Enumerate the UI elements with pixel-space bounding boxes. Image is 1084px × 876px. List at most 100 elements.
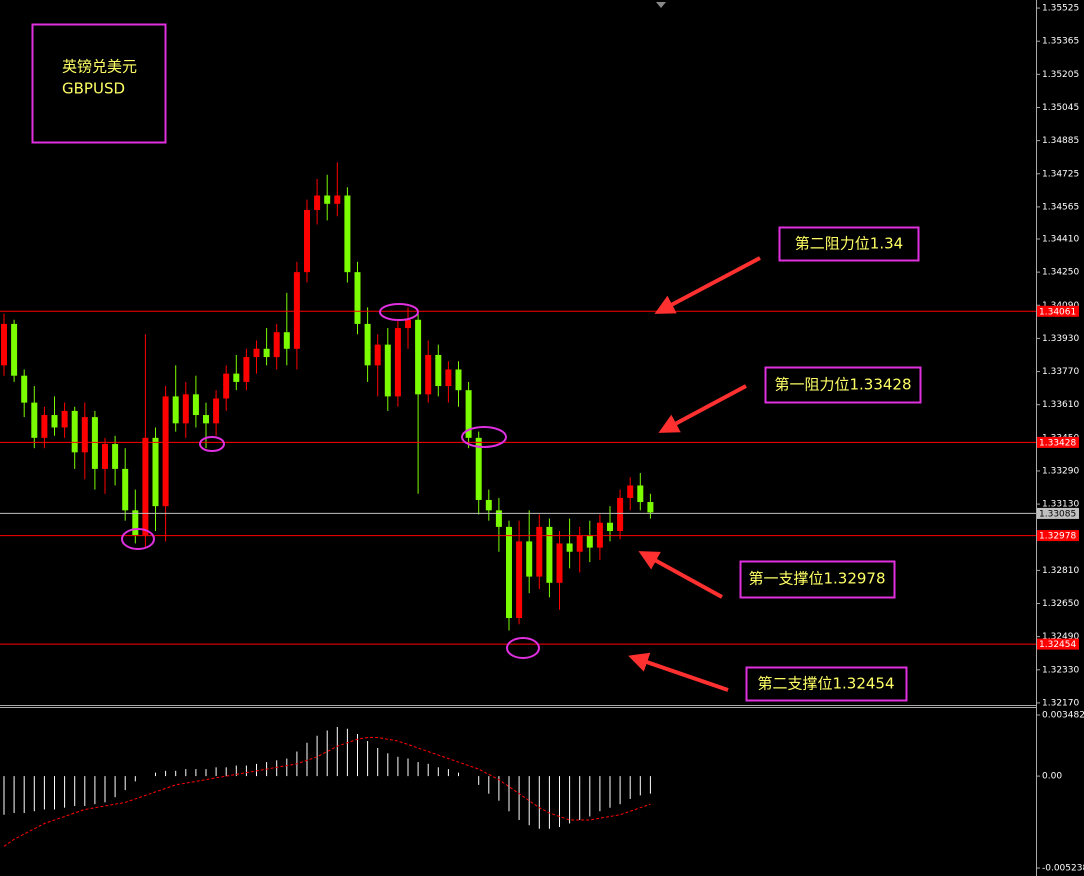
candle-body	[485, 499, 492, 511]
candle-body	[81, 417, 88, 453]
level-tag	[1037, 305, 1079, 317]
y-tick-label: 1.32170	[1042, 698, 1079, 708]
candle-body	[637, 485, 644, 503]
y-tick-label: 1.33130	[1042, 500, 1079, 510]
circle	[199, 436, 225, 452]
candle-body	[647, 502, 654, 513]
level-tag	[1037, 530, 1079, 542]
candle-body	[445, 369, 452, 387]
y-tick-label: 1.35045	[1042, 103, 1079, 113]
marks: 1.35525 1.35365 1.35205 1.35045 1.34885 1.347…	[0, 4, 1084, 874]
candle-body	[31, 402, 38, 438]
circle	[506, 637, 540, 659]
annotation: 第二支撑位1.32454	[757, 675, 894, 693]
chart-subtitle: GBPUSD	[62, 80, 125, 98]
candle-body	[112, 444, 119, 469]
candle-body	[425, 354, 432, 395]
candle-body	[334, 195, 341, 204]
candle-body	[122, 468, 129, 511]
candle-body	[384, 344, 391, 397]
y-tick-label: 1.32330	[1042, 665, 1079, 675]
candle-body	[495, 510, 502, 527]
candle-body	[304, 210, 310, 273]
arrow	[638, 551, 723, 599]
candle-body	[394, 328, 401, 397]
candle-body	[253, 348, 260, 358]
y-tick-label: 1.35205	[1042, 70, 1079, 80]
box	[764, 366, 922, 404]
y-tick-label: 1.33930	[1042, 334, 1079, 344]
y-tick-label: 1.35525	[1042, 4, 1079, 14]
candle-body	[415, 319, 422, 395]
candle-body	[102, 444, 108, 469]
circle	[461, 426, 507, 448]
box	[31, 23, 167, 144]
level-label: 1.33085	[1039, 509, 1076, 519]
y-tick-label: 1.33770	[1042, 367, 1079, 377]
level-tag	[1037, 507, 1079, 519]
y-tick-label: 1.33610	[1042, 400, 1079, 410]
box	[745, 666, 908, 702]
y-tick-label: 1.32810	[1042, 566, 1079, 576]
candle-body	[576, 535, 583, 552]
candle-body	[354, 272, 361, 324]
candle-body	[314, 195, 321, 211]
candle-body	[152, 437, 159, 507]
annotation: 第一阻力位1.33428	[774, 376, 911, 394]
level-label: 1.33428	[1039, 438, 1076, 448]
candle-body	[405, 319, 411, 329]
candle-body	[213, 398, 220, 424]
circles	[121, 303, 540, 659]
level-label: 1.34061	[1039, 307, 1076, 317]
candle-body	[1, 323, 7, 366]
title-box: 英镑兑美元 GBPUSD	[31, 23, 167, 144]
annotations: 第二阻力位1.34 第一阻力位1.33428 第一支撑位1.32978 第二支撑…	[739, 226, 922, 702]
candle-body	[132, 510, 139, 536]
candle-body	[21, 375, 28, 403]
candle-body	[607, 522, 613, 532]
scroll-marker	[656, 2, 666, 8]
candle-body	[475, 437, 482, 500]
candle-body	[233, 373, 240, 382]
candle-body	[263, 348, 270, 358]
candle-body	[465, 390, 472, 438]
candle-body	[526, 541, 533, 577]
level-label: 1.32454	[1039, 640, 1076, 650]
y-tick-label: 0.003482	[1042, 710, 1084, 720]
candle-body	[41, 415, 48, 438]
candle-body	[243, 357, 250, 382]
candle-body	[344, 195, 351, 273]
candle-body	[455, 369, 462, 391]
candle-body	[192, 394, 199, 416]
candle-body	[546, 526, 553, 583]
level-label: 1.32978	[1039, 532, 1076, 542]
candle-body	[374, 344, 381, 366]
candle-body	[293, 272, 300, 349]
y-tick-label: 1.34725	[1042, 169, 1079, 179]
candle-body	[556, 543, 563, 583]
candle-body	[506, 526, 512, 619]
candle-body	[91, 417, 98, 469]
candle-body	[586, 535, 593, 548]
candle-body	[51, 415, 58, 428]
candle-body	[516, 541, 523, 619]
annotation: 第一支撑位1.32978	[748, 570, 885, 588]
candle-body	[162, 396, 169, 507]
y-tick-label: 1.33290	[1042, 466, 1079, 476]
y-tick-label: 1.32650	[1042, 599, 1079, 609]
y-tick-label: 0.00	[1042, 772, 1062, 782]
arrow	[654, 256, 761, 314]
candle-body	[203, 415, 209, 424]
y-tick-label: 1.35365	[1042, 37, 1079, 47]
box	[778, 226, 920, 262]
y-tick-label: 1.34410	[1042, 235, 1079, 245]
macd-signal	[3, 736, 651, 847]
candle-body	[283, 332, 290, 349]
circle	[379, 303, 419, 321]
candle-body	[627, 485, 634, 498]
candle-body	[11, 323, 18, 376]
candle-body	[435, 354, 442, 387]
arrow	[628, 652, 729, 692]
